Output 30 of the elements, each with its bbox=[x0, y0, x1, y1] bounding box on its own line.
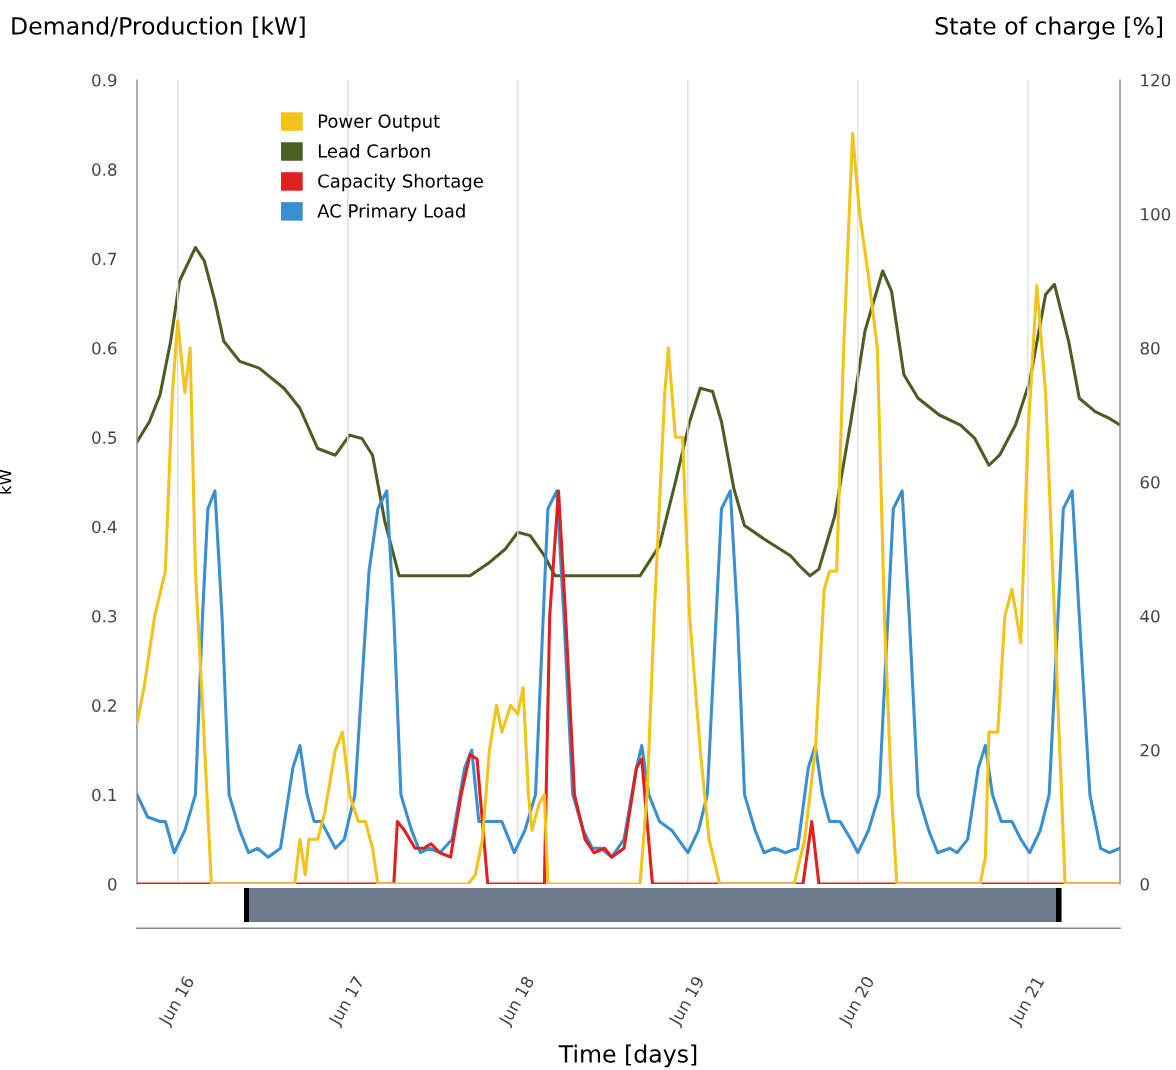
y2-tick-label: 60 bbox=[1140, 475, 1160, 489]
y-tick-label: 0 bbox=[108, 877, 117, 891]
y-tick-label: 0.8 bbox=[92, 163, 117, 176]
y2-tick-label: 40 bbox=[1140, 609, 1160, 623]
legend-label: Power Output bbox=[318, 114, 440, 132]
x-tick-label: Jun 19 bbox=[667, 975, 708, 1029]
x-tick-label: Jun 16 bbox=[157, 975, 198, 1029]
y-tick-label: 0.7 bbox=[92, 252, 117, 266]
x-axis-title: Time [days] bbox=[558, 1044, 697, 1068]
y-tick-label: 0.1 bbox=[92, 788, 117, 802]
y2-axis-title: State of charge [%] bbox=[935, 16, 1162, 40]
y-tick-label: 0.9 bbox=[92, 73, 117, 87]
x-tick-label: Jun 17 bbox=[327, 975, 368, 1029]
x-tick-label: Jun 18 bbox=[497, 975, 538, 1029]
y2-tick-label: 100 bbox=[1141, 207, 1171, 221]
legend-label: Capacity Shortage bbox=[318, 173, 483, 192]
legend-label: AC Primary Load bbox=[317, 203, 465, 222]
y-tick-label: 0.5 bbox=[92, 431, 117, 444]
y-tick-label: 0.4 bbox=[92, 520, 117, 534]
x-tick-label: Jun 21 bbox=[1007, 975, 1048, 1029]
y2-tick-label: 120 bbox=[1141, 73, 1171, 87]
y-tick-label: 0.3 bbox=[92, 609, 117, 623]
text: Demand/Production [kW] bbox=[12, 16, 305, 38]
x-tick-label: Jun 20 bbox=[837, 975, 878, 1029]
y2-tick-label: 80 bbox=[1140, 341, 1160, 355]
y2-tick-label: 0 bbox=[1140, 877, 1149, 891]
legend-label: Lead Carbon bbox=[318, 143, 430, 158]
y-tick-label: 0.2 bbox=[92, 699, 116, 712]
y2-tick-label: 20 bbox=[1140, 743, 1160, 757]
y-tick-label: 0.6 bbox=[92, 341, 117, 355]
